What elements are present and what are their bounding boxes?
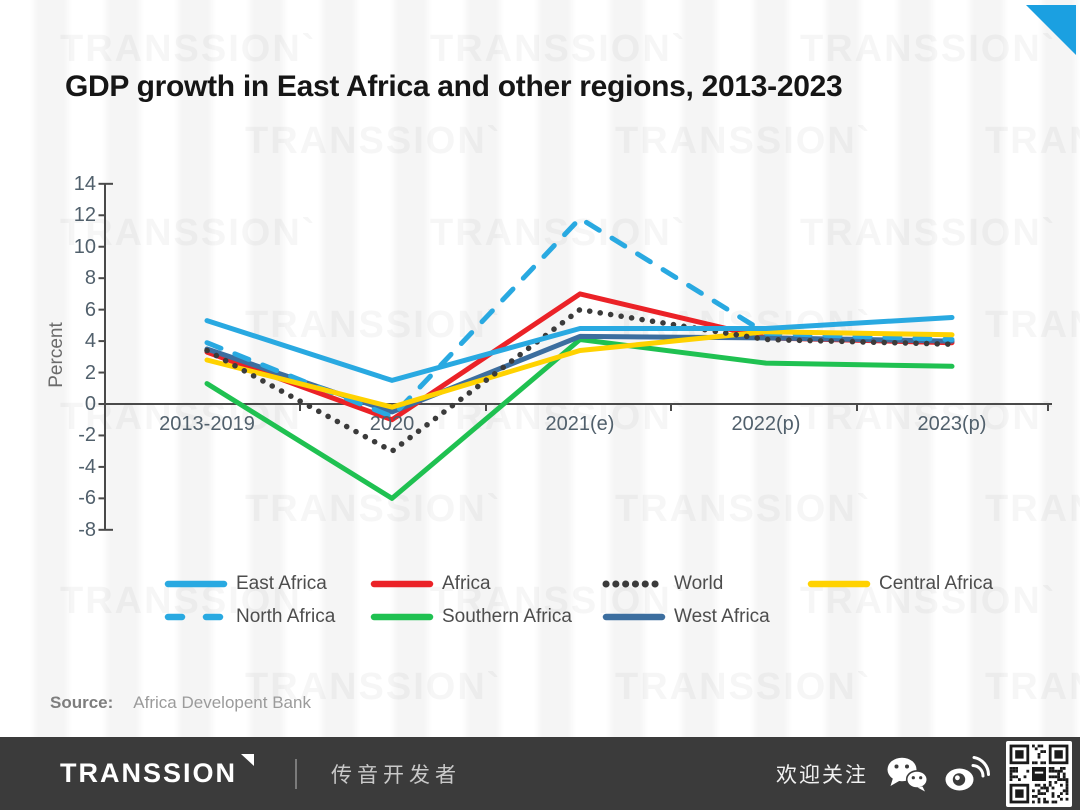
x-category-label: 2013-2019 — [159, 413, 255, 435]
legend-swatch-icon — [164, 613, 228, 621]
legend-swatch-icon — [370, 580, 434, 588]
y-tick-label: 12 — [73, 204, 96, 227]
legend-item-southern-africa: Southern Africa — [370, 604, 572, 630]
y-tick-label: -8 — [78, 518, 96, 541]
y-tick-label: 10 — [73, 235, 96, 258]
watermark-text: TRANSSION` — [245, 488, 502, 530]
legend-label: World — [674, 573, 724, 594]
transsion-logo: TRANSSION — [60, 758, 238, 788]
legend-label: West Africa — [674, 606, 770, 627]
legend-label: North Africa — [236, 606, 336, 627]
watermark-text: TRANSSION` — [800, 28, 1057, 70]
legend-swatch-icon — [807, 580, 871, 588]
watermark-text: TRANSSION` — [985, 304, 1080, 346]
watermark-text: TRANSSION` — [245, 120, 502, 162]
legend-item-central-africa: Central Africa — [807, 571, 993, 597]
legend-item-north-africa: North Africa — [164, 604, 335, 630]
source-label: Source: — [50, 693, 114, 712]
y-tick-label: -6 — [78, 487, 96, 510]
legend-swatch-icon — [602, 613, 666, 621]
watermark-text: TRANSSION` — [430, 28, 687, 70]
legend-item-africa: Africa — [370, 571, 491, 597]
legend-item-world: World — [602, 571, 723, 597]
footer-subtitle: 传音开发者 — [331, 763, 462, 787]
wechat-icon — [887, 757, 928, 791]
footer-bar: TRANSSION 传音开发者 欢迎关注 — [0, 737, 1080, 810]
series-line-central-africa — [204, 329, 955, 410]
weibo-icon — [945, 756, 990, 791]
watermark-text: TRANSSION` — [985, 488, 1080, 530]
watermark-text: TRANSSION` — [800, 212, 1057, 254]
watermark-text: TRANSSION` — [60, 212, 317, 254]
legend-label: Southern Africa — [442, 606, 572, 627]
logo-tick-icon — [241, 754, 255, 766]
source-line: Source: Africa Developent Bank — [50, 693, 311, 713]
axes — [98, 182, 1052, 531]
watermark-text: TRANSSION` — [430, 212, 687, 254]
follow-text: 欢迎关注 — [776, 763, 868, 787]
watermark-text: TRANSSION` — [985, 666, 1080, 708]
legend-swatch-icon — [370, 613, 434, 621]
corner-triangle-icon — [1026, 5, 1076, 55]
watermark-text: TRANSSION` — [615, 120, 872, 162]
series-line-east-africa — [204, 315, 955, 383]
y-tick-label: 2 — [84, 361, 96, 384]
series-line-west-africa — [204, 333, 955, 415]
x-category-label: 2021(e) — [545, 413, 615, 435]
legend-label: Central Africa — [879, 573, 994, 594]
x-category-label: 2022(p) — [731, 413, 801, 435]
legend-label: East Africa — [236, 573, 327, 594]
x-category-label: 2023(p) — [917, 413, 987, 435]
legend-item-east-africa: East Africa — [164, 571, 327, 597]
y-tick-label: 8 — [84, 267, 96, 290]
y-tick-label: 6 — [84, 298, 96, 321]
watermark-text: TRANSSION` — [615, 304, 872, 346]
y-tick-label: 14 — [73, 172, 96, 195]
qr-code — [1006, 740, 1072, 807]
legend-item-west-africa: West Africa — [602, 604, 770, 630]
y-tick-label: 4 — [84, 330, 96, 353]
series-line-north-africa — [204, 215, 955, 420]
source-value: Africa Developent Bank — [133, 693, 311, 712]
watermark-text: TRANSSION` — [245, 304, 502, 346]
y-tick-label: -4 — [78, 455, 96, 478]
legend-swatch-icon — [164, 580, 228, 588]
watermark-text: TRANSSION` — [60, 28, 317, 70]
y-tick-label: 0 — [84, 393, 96, 415]
footer-divider — [295, 758, 298, 789]
x-category-label: 2020 — [369, 413, 415, 435]
chart-title: GDP growth in East Africa and other regi… — [65, 70, 843, 103]
watermark-text: TRANSSION` — [985, 120, 1080, 162]
series-line-africa — [204, 291, 955, 423]
watermark-text: TRANSSION` — [615, 488, 872, 530]
legend-label: Africa — [442, 573, 491, 594]
legend-swatch-icon — [602, 580, 666, 588]
watermark-text: TRANSSION` — [615, 666, 872, 708]
y-tick-label: -2 — [78, 424, 96, 447]
